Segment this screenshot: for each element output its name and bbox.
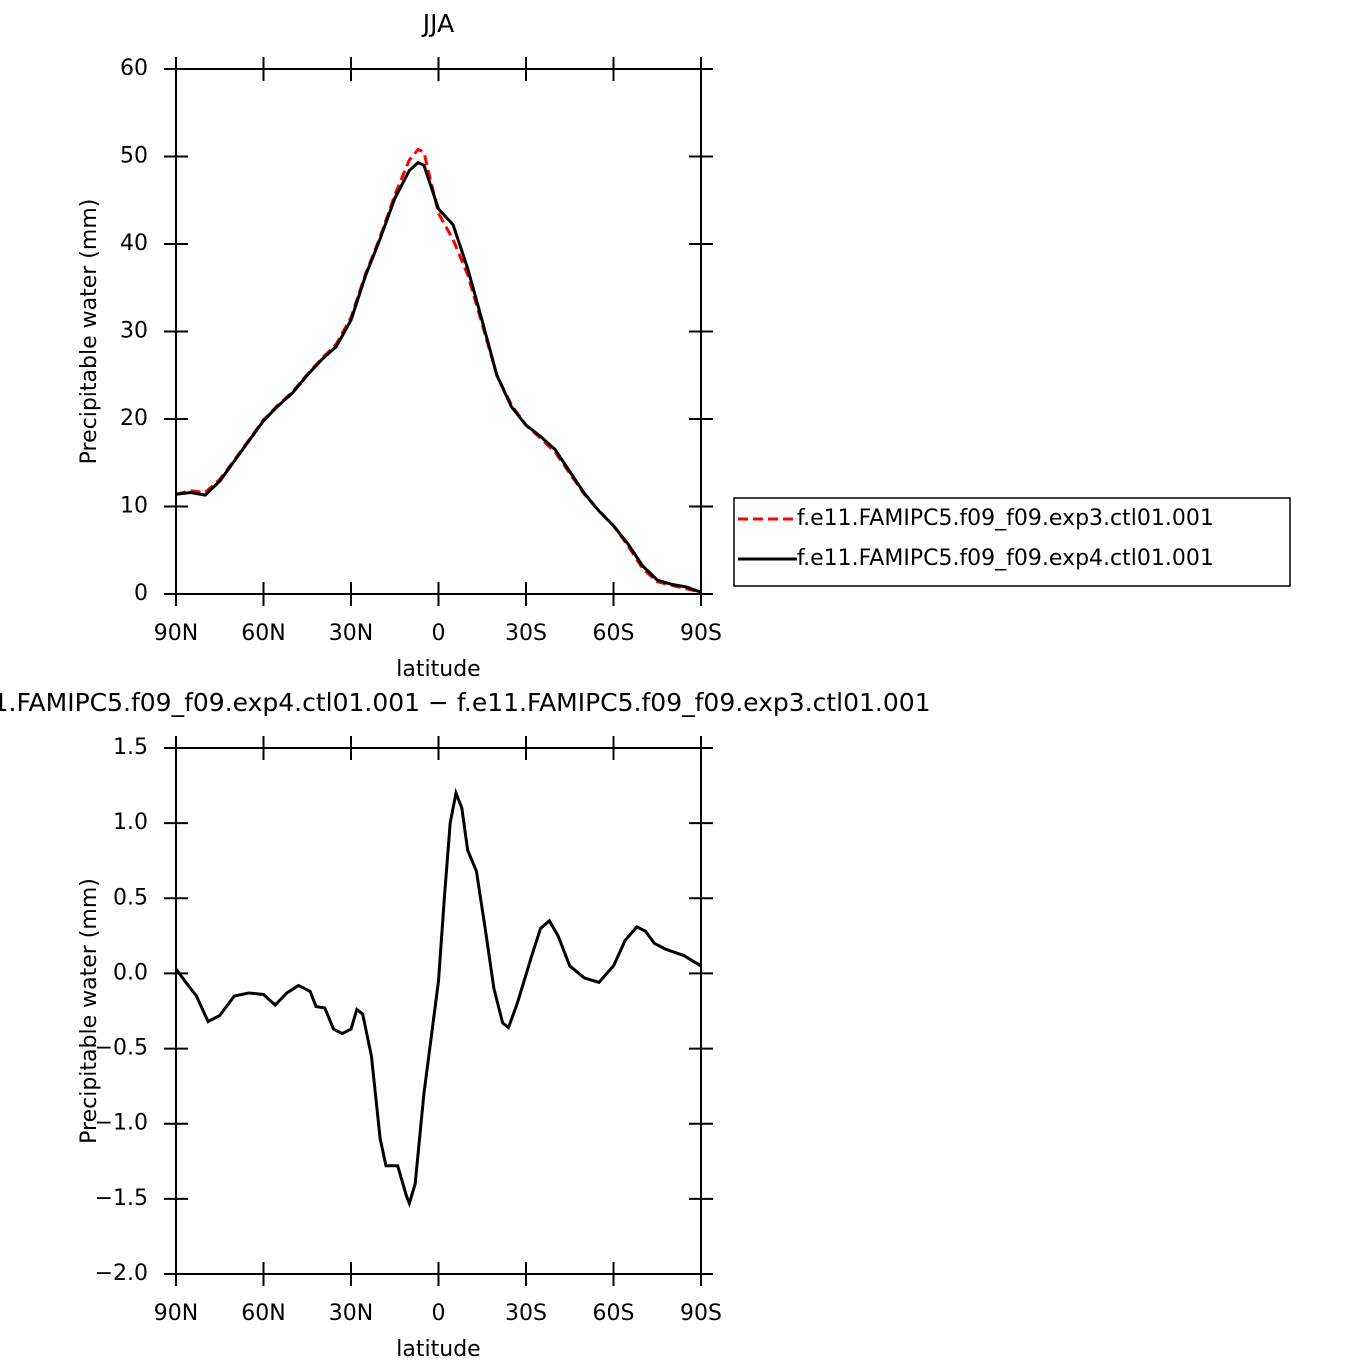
y-tick-label: 60 bbox=[120, 56, 148, 81]
data-line bbox=[175, 160, 702, 594]
data-line bbox=[175, 147, 702, 594]
x-tick-label: 60N bbox=[241, 1301, 285, 1326]
chart-title: JJA bbox=[421, 9, 454, 38]
y-tick-label: 50 bbox=[120, 144, 148, 169]
x-tick-label: 0 bbox=[432, 1301, 446, 1326]
x-tick-label: 60S bbox=[593, 621, 635, 646]
x-tick-label: 30N bbox=[329, 1301, 373, 1326]
y-tick-label: 1.5 bbox=[113, 735, 148, 760]
y-axis-label: Precipitable water (mm) bbox=[77, 878, 102, 1144]
y-tick-label: −0.5 bbox=[95, 1036, 148, 1061]
y-tick-label: 0 bbox=[134, 581, 148, 606]
y-tick-label: −1.0 bbox=[95, 1111, 148, 1136]
plot-frame bbox=[175, 747, 702, 1275]
y-tick-label: −2.0 bbox=[95, 1261, 148, 1286]
chart-title: f.e11.FAMIPC5.f09_f09.exp4.ctl01.001 − f… bbox=[0, 688, 931, 717]
x-tick-label: 30S bbox=[505, 1301, 547, 1326]
legend-label: f.e11.FAMIPC5.f09_f09.exp3.ctl01.001 bbox=[797, 506, 1214, 531]
x-tick-label: 0 bbox=[432, 621, 446, 646]
x-tick-label: 90N bbox=[154, 1301, 198, 1326]
legend-label: f.e11.FAMIPC5.f09_f09.exp4.ctl01.001 bbox=[797, 546, 1214, 571]
y-tick-label: 0.0 bbox=[113, 960, 148, 985]
x-axis-label: latitude bbox=[396, 657, 480, 682]
legend-box bbox=[733, 497, 1291, 587]
y-tick-label: −1.5 bbox=[95, 1186, 148, 1211]
y-tick-label: 20 bbox=[120, 406, 148, 431]
x-tick-label: 90S bbox=[680, 1301, 722, 1326]
x-tick-label: 30S bbox=[505, 621, 547, 646]
data-line bbox=[174, 787, 702, 1208]
y-tick-label: 10 bbox=[120, 494, 148, 519]
y-tick-label: 0.5 bbox=[113, 885, 148, 910]
x-tick-label: 60S bbox=[593, 1301, 635, 1326]
x-axis-label: latitude bbox=[396, 1337, 480, 1362]
x-tick-label: 90N bbox=[154, 621, 198, 646]
x-tick-label: 60N bbox=[241, 621, 285, 646]
x-tick-label: 30N bbox=[329, 621, 373, 646]
y-tick-label: 40 bbox=[120, 231, 148, 256]
y-tick-label: 30 bbox=[120, 319, 148, 344]
y-axis-label: Precipitable water (mm) bbox=[77, 199, 102, 465]
x-tick-label: 90S bbox=[680, 621, 722, 646]
plot-frame bbox=[175, 68, 702, 595]
y-tick-label: 1.0 bbox=[113, 810, 148, 835]
